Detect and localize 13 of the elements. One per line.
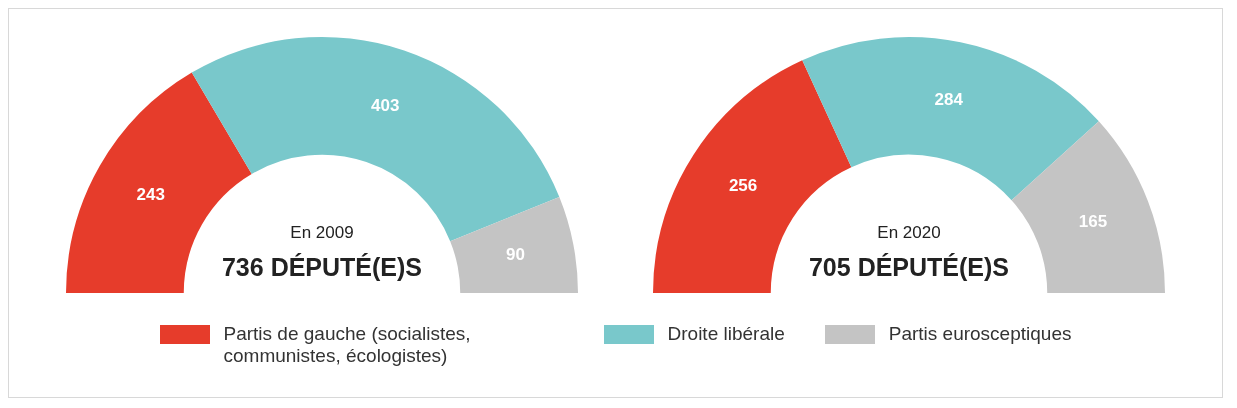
data-label: 243 bbox=[136, 184, 166, 204]
text: En 2009 bbox=[290, 222, 354, 242]
text: 736 DÉPUTÉ(E)S bbox=[222, 252, 423, 281]
data-label: 90 bbox=[506, 245, 526, 265]
legend-label: Partis eurosceptiques bbox=[888, 323, 1072, 345]
data-label: 284 bbox=[934, 89, 964, 109]
text: 705 DÉPUTÉ(E)S bbox=[808, 252, 1009, 281]
legend-label: Droite libérale bbox=[667, 323, 785, 345]
text: En 2020 bbox=[877, 222, 941, 242]
data-label: 165 bbox=[1078, 211, 1107, 231]
data-label: 256 bbox=[728, 176, 758, 196]
legend-label: Partis de gauche (socialistes, communistes, écologistes) bbox=[223, 323, 472, 367]
data-label: 403 bbox=[371, 95, 400, 115]
